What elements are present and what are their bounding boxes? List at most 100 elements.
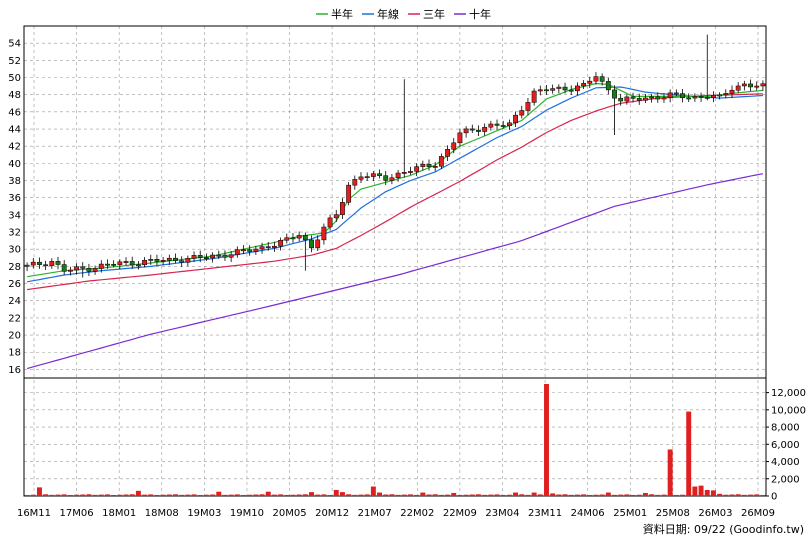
candle-body bbox=[680, 93, 685, 99]
candle-body bbox=[599, 76, 605, 82]
volume-tick-label: 2,000 bbox=[771, 474, 800, 485]
volume-bar bbox=[302, 494, 308, 496]
volume-bar bbox=[98, 494, 104, 496]
volume-bar bbox=[698, 485, 704, 496]
volume-bar bbox=[748, 494, 754, 496]
candle-body bbox=[55, 261, 61, 265]
candle-body bbox=[30, 261, 36, 266]
candle-body bbox=[587, 80, 593, 84]
volume-bar bbox=[30, 494, 36, 496]
volume-bar bbox=[216, 491, 222, 496]
candle-body bbox=[624, 96, 630, 102]
volume-bar bbox=[686, 411, 692, 496]
candle-body bbox=[469, 128, 475, 131]
volume-bar bbox=[599, 494, 605, 496]
candle-body bbox=[741, 83, 747, 87]
volume-bar bbox=[290, 494, 296, 496]
volume-bar bbox=[222, 494, 228, 496]
volume-bar bbox=[389, 494, 395, 496]
price-tick-label: 32 bbox=[8, 228, 21, 239]
candle-body bbox=[531, 90, 537, 103]
volume-bar bbox=[55, 494, 61, 496]
volume-bar bbox=[735, 494, 741, 496]
volume-bar bbox=[296, 494, 302, 496]
candle-body bbox=[203, 257, 209, 259]
volume-bars bbox=[24, 384, 766, 496]
volume-bar bbox=[210, 494, 216, 496]
volume-bar bbox=[49, 494, 55, 496]
volume-bar bbox=[420, 492, 426, 496]
volume-bar bbox=[438, 494, 444, 496]
candle-body bbox=[154, 259, 160, 262]
candle-body bbox=[432, 166, 438, 168]
price-tick-label: 34 bbox=[8, 210, 21, 221]
volume-bar bbox=[445, 494, 451, 496]
x-tick-label: 16M11 bbox=[17, 508, 51, 519]
candle-body bbox=[643, 97, 648, 101]
candle-body bbox=[500, 125, 506, 127]
legend-label-three-year: 三年 bbox=[423, 7, 445, 21]
volume-bar bbox=[482, 494, 488, 496]
candle-body bbox=[692, 96, 698, 99]
candle-body bbox=[123, 261, 129, 263]
candle-body bbox=[568, 89, 574, 92]
candle-body bbox=[358, 176, 364, 180]
candle-body bbox=[117, 261, 123, 265]
candle-body bbox=[457, 132, 463, 144]
candle-body bbox=[302, 235, 308, 241]
volume-tick-label: 6,000 bbox=[771, 440, 800, 451]
candle-body bbox=[346, 184, 352, 203]
candle-body bbox=[686, 97, 692, 100]
volume-bar bbox=[636, 494, 642, 496]
candle-body bbox=[197, 255, 203, 258]
volume-bar bbox=[352, 494, 358, 496]
grid bbox=[24, 26, 766, 496]
price-tick-label: 38 bbox=[8, 176, 21, 187]
volume-bar bbox=[605, 492, 611, 496]
candle-body bbox=[309, 239, 314, 249]
volume-bar bbox=[271, 494, 277, 496]
candle-body bbox=[383, 175, 389, 181]
volume-bar bbox=[36, 487, 42, 496]
legend-item-half-year: 半年 bbox=[316, 7, 353, 21]
volume-bar bbox=[717, 493, 723, 496]
candle-body bbox=[148, 259, 154, 261]
candle-body bbox=[667, 92, 673, 98]
data-date-footer: 資料日期: 09/22 (Goodinfo.tw) bbox=[643, 522, 804, 536]
candle-body bbox=[284, 237, 290, 241]
volume-bar bbox=[704, 489, 710, 496]
candle-body bbox=[247, 249, 253, 252]
x-tick-label: 23M04 bbox=[485, 508, 519, 519]
volume-bar bbox=[506, 494, 512, 496]
price-tick-label: 50 bbox=[8, 73, 21, 84]
x-tick-label: 23M11 bbox=[528, 508, 562, 519]
candle-body bbox=[272, 245, 277, 248]
volume-bar bbox=[414, 494, 420, 496]
volume-bar bbox=[383, 494, 389, 496]
candle-body bbox=[210, 254, 216, 259]
candle-body bbox=[191, 255, 197, 259]
volume-bar bbox=[92, 494, 98, 496]
candle-body bbox=[698, 96, 704, 98]
candle-body bbox=[519, 110, 525, 116]
volume-bar bbox=[228, 494, 234, 496]
candle-body bbox=[37, 261, 42, 265]
candle-body bbox=[278, 240, 284, 247]
legend-item-year: 年線 bbox=[362, 7, 399, 21]
volume-bar bbox=[80, 494, 86, 496]
candle-body bbox=[401, 172, 407, 174]
candle-body bbox=[105, 263, 110, 266]
price-tick-label: 22 bbox=[8, 313, 21, 324]
candle-body bbox=[408, 171, 413, 173]
candle-body bbox=[414, 166, 420, 172]
volume-bar bbox=[117, 494, 123, 496]
candle-body bbox=[525, 102, 531, 111]
candle-body bbox=[67, 269, 73, 272]
candle-body bbox=[43, 264, 49, 267]
candle-body bbox=[98, 263, 104, 269]
candle-body bbox=[488, 123, 494, 128]
volume-bar bbox=[247, 494, 253, 496]
volume-bar bbox=[494, 494, 500, 496]
candle-body bbox=[364, 176, 370, 179]
